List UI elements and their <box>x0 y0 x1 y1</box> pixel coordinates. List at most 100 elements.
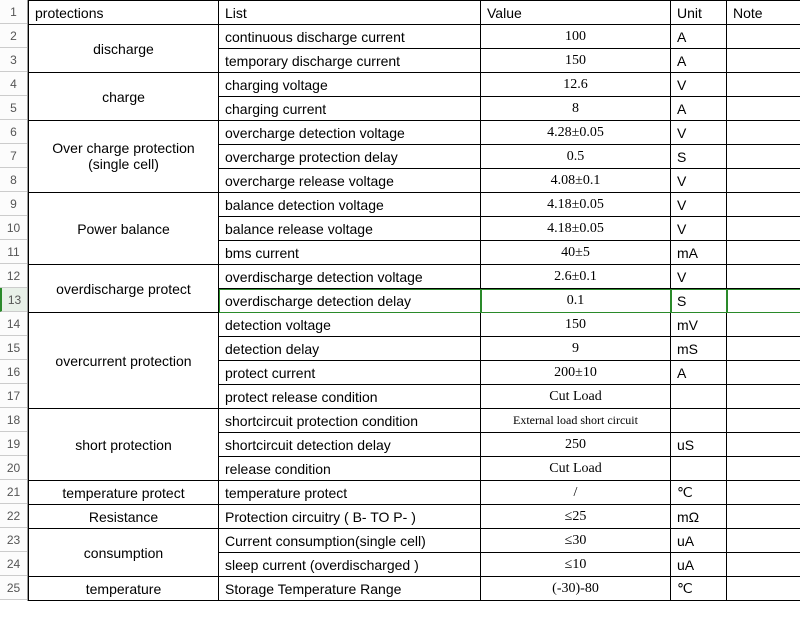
value-cell: ≤25 <box>481 505 671 529</box>
note-cell <box>727 193 800 217</box>
protection-group-label: discharge <box>29 25 219 73</box>
note-cell <box>727 25 800 49</box>
table-row[interactable]: Over charge protection(single cell)overc… <box>29 121 800 145</box>
value-cell: 4.18±0.05 <box>481 193 671 217</box>
header-value: Value <box>481 1 671 25</box>
unit-cell: S <box>671 145 727 169</box>
note-cell <box>727 49 800 73</box>
value-cell: 40±5 <box>481 241 671 265</box>
note-cell <box>727 241 800 265</box>
header-list: List <box>219 1 481 25</box>
note-cell <box>727 145 800 169</box>
row-number[interactable]: 13 <box>0 288 27 312</box>
unit-cell: V <box>671 193 727 217</box>
row-number[interactable]: 2 <box>0 24 27 48</box>
protection-group-label: charge <box>29 73 219 121</box>
unit-cell: V <box>671 265 727 289</box>
list-cell: sleep current (overdischarged ) <box>219 553 481 577</box>
value-cell: / <box>481 481 671 505</box>
table-row[interactable]: overdischarge protectoverdischarge detec… <box>29 265 800 289</box>
table-row[interactable]: temperatureStorage Temperature Range(-30… <box>29 577 800 601</box>
spec-table: protections List Value Unit Note dischar… <box>28 0 800 601</box>
row-number[interactable]: 20 <box>0 456 27 480</box>
row-number[interactable]: 17 <box>0 384 27 408</box>
row-number[interactable]: 9 <box>0 192 27 216</box>
unit-cell: V <box>671 169 727 193</box>
value-cell: 4.08±0.1 <box>481 169 671 193</box>
table-row[interactable]: chargecharging voltage12.6V <box>29 73 800 97</box>
row-number[interactable]: 6 <box>0 120 27 144</box>
value-cell: 150 <box>481 313 671 337</box>
table-row[interactable]: overcurrent protection detection voltage… <box>29 313 800 337</box>
note-cell <box>727 385 800 409</box>
row-number[interactable]: 7 <box>0 144 27 168</box>
list-cell: shortcircuit protection condition <box>219 409 481 433</box>
note-cell <box>727 361 800 385</box>
list-cell: overdischarge detection delay <box>219 289 481 313</box>
unit-cell: A <box>671 97 727 121</box>
row-number[interactable]: 4 <box>0 72 27 96</box>
note-cell <box>727 313 800 337</box>
row-number[interactable]: 21 <box>0 480 27 504</box>
list-cell: detection voltage <box>219 313 481 337</box>
table-row[interactable]: dischargecontinuous discharge current100… <box>29 25 800 49</box>
value-cell: 12.6 <box>481 73 671 97</box>
row-number[interactable]: 8 <box>0 168 27 192</box>
value-cell: 0.5 <box>481 145 671 169</box>
list-cell: bms current <box>219 241 481 265</box>
list-cell: overcharge release voltage <box>219 169 481 193</box>
table-row[interactable]: consumptionCurrent consumption(single ce… <box>29 529 800 553</box>
value-cell: 0.1 <box>481 289 671 313</box>
row-number[interactable]: 12 <box>0 264 27 288</box>
unit-cell: mΩ <box>671 505 727 529</box>
unit-cell: A <box>671 361 727 385</box>
row-number[interactable]: 23 <box>0 528 27 552</box>
note-cell <box>727 217 800 241</box>
unit-cell <box>671 385 727 409</box>
row-number[interactable]: 15 <box>0 336 27 360</box>
value-cell: (-30)-80 <box>481 577 671 601</box>
note-cell <box>727 289 800 313</box>
note-cell <box>727 73 800 97</box>
row-number[interactable]: 24 <box>0 552 27 576</box>
protection-group-label: short protection <box>29 409 219 481</box>
table-row[interactable]: temperature protecttemperature protect/℃ <box>29 481 800 505</box>
unit-cell: S <box>671 289 727 313</box>
value-cell: ≤10 <box>481 553 671 577</box>
row-number[interactable]: 14 <box>0 312 27 336</box>
row-number[interactable]: 22 <box>0 504 27 528</box>
list-cell: temporary discharge current <box>219 49 481 73</box>
value-cell: 8 <box>481 97 671 121</box>
unit-cell: uA <box>671 529 727 553</box>
unit-cell: uS <box>671 433 727 457</box>
list-cell: shortcircuit detection delay <box>219 433 481 457</box>
row-number-gutter: 1234567891011121314151617181920212223242… <box>0 0 28 601</box>
list-cell: Storage Temperature Range <box>219 577 481 601</box>
row-number[interactable]: 19 <box>0 432 27 456</box>
unit-cell <box>671 457 727 481</box>
unit-cell: uA <box>671 553 727 577</box>
table-row[interactable]: short protectionshortcircuit protection … <box>29 409 800 433</box>
note-cell <box>727 409 800 433</box>
value-cell: 100 <box>481 25 671 49</box>
value-cell: Cut Load <box>481 385 671 409</box>
row-number[interactable]: 10 <box>0 216 27 240</box>
value-cell: 2.6±0.1 <box>481 265 671 289</box>
value-cell: 4.18±0.05 <box>481 217 671 241</box>
note-cell <box>727 265 800 289</box>
note-cell <box>727 121 800 145</box>
list-cell: detection delay <box>219 337 481 361</box>
row-number[interactable]: 3 <box>0 48 27 72</box>
row-number[interactable]: 11 <box>0 240 27 264</box>
row-number[interactable]: 16 <box>0 360 27 384</box>
row-number[interactable]: 25 <box>0 576 27 600</box>
unit-cell: ℃ <box>671 577 727 601</box>
table-row[interactable]: Power balancebalance detection voltage4.… <box>29 193 800 217</box>
row-number[interactable]: 1 <box>0 0 27 24</box>
row-number[interactable]: 5 <box>0 96 27 120</box>
list-cell: release condition <box>219 457 481 481</box>
list-cell: temperature protect <box>219 481 481 505</box>
value-cell: Cut Load <box>481 457 671 481</box>
table-row[interactable]: ResistanceProtection circuitry ( B- TO P… <box>29 505 800 529</box>
row-number[interactable]: 18 <box>0 408 27 432</box>
